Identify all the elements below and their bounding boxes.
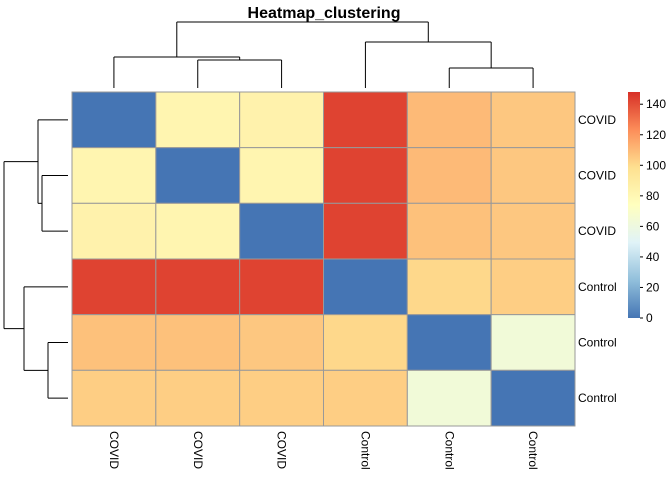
colorbar-tick-label: 120: [646, 128, 666, 142]
heatmap-cell: [406, 258, 492, 316]
colorbar-tick-label: 60: [646, 219, 660, 233]
heatmap-cell: [490, 314, 576, 371]
row-label: Control: [578, 336, 617, 350]
colorbar-tick-label: 20: [646, 280, 660, 294]
heatmap-cell: [239, 91, 325, 149]
column-dendrogram: [113, 21, 534, 88]
colorbar: [628, 92, 640, 318]
heatmap-cell: [323, 147, 408, 204]
heatmap-cell: [71, 202, 157, 260]
heatmap-cell: [71, 258, 157, 316]
colorbar-tick-label: 40: [646, 250, 660, 264]
heatmap-cell: [490, 147, 576, 204]
heatmap-cell: [155, 202, 241, 260]
heatmap-cell: [406, 314, 492, 371]
column-label: COVID: [107, 431, 121, 469]
heatmap-cell: [239, 258, 325, 316]
heatmap-cell: [239, 314, 325, 371]
column-labels: COVID COVID COVID Control Control Control: [107, 431, 540, 470]
colorbar-legend: 0 20 40 60 80 100 120 140: [628, 92, 666, 325]
row-dendrogram: [3, 119, 68, 399]
heatmap-cell: [155, 147, 241, 204]
row-label: COVID: [578, 113, 616, 127]
heatmap-cell: [155, 91, 241, 149]
heatmap-cell: [406, 202, 492, 260]
column-label: Control: [526, 431, 540, 470]
heatmap-cell: [323, 202, 408, 260]
heatmap-cells: [71, 91, 576, 427]
colorbar-tick-label: 80: [646, 189, 660, 203]
heatmap-cell: [406, 369, 492, 427]
column-label: COVID: [275, 431, 289, 469]
heatmap-cell: [323, 369, 408, 427]
heatmap-cell: [239, 147, 325, 204]
heatmap-cell: [239, 369, 325, 427]
column-label: Control: [358, 431, 372, 470]
heatmap-cell: [71, 369, 157, 427]
heatmap-cell: [71, 147, 157, 204]
heatmap-cell: [323, 258, 408, 316]
heatmap-cell: [323, 91, 408, 149]
colorbar-tick-label: 140: [646, 97, 666, 111]
heatmap-cell: [239, 202, 325, 260]
heatmap-cell: [490, 91, 576, 149]
column-label: Control: [442, 431, 456, 470]
heatmap-cell: [406, 91, 492, 149]
heatmap-cell: [406, 147, 492, 204]
row-label: Control: [578, 280, 617, 294]
row-label: Control: [578, 391, 617, 405]
heatmap-cell: [490, 258, 576, 316]
heatmap-cell: [71, 91, 157, 149]
heatmap-cell: [323, 314, 408, 371]
heatmap-cell: [490, 202, 576, 260]
heatmap-cell: [155, 369, 241, 427]
row-label: COVID: [578, 169, 616, 183]
heatmap-cell: [490, 369, 576, 427]
chart-title: Heatmap_clustering: [248, 5, 401, 22]
row-labels: COVID COVID COVID Control Control Control: [578, 113, 617, 405]
colorbar-tick-label: 0: [646, 311, 653, 325]
heatmap-cell: [155, 258, 241, 316]
heatmap-cell: [155, 314, 241, 371]
heatmap-cell: [71, 314, 157, 371]
colorbar-tick-label: 100: [646, 158, 666, 172]
row-label: COVID: [578, 224, 616, 238]
column-label: COVID: [191, 431, 205, 469]
